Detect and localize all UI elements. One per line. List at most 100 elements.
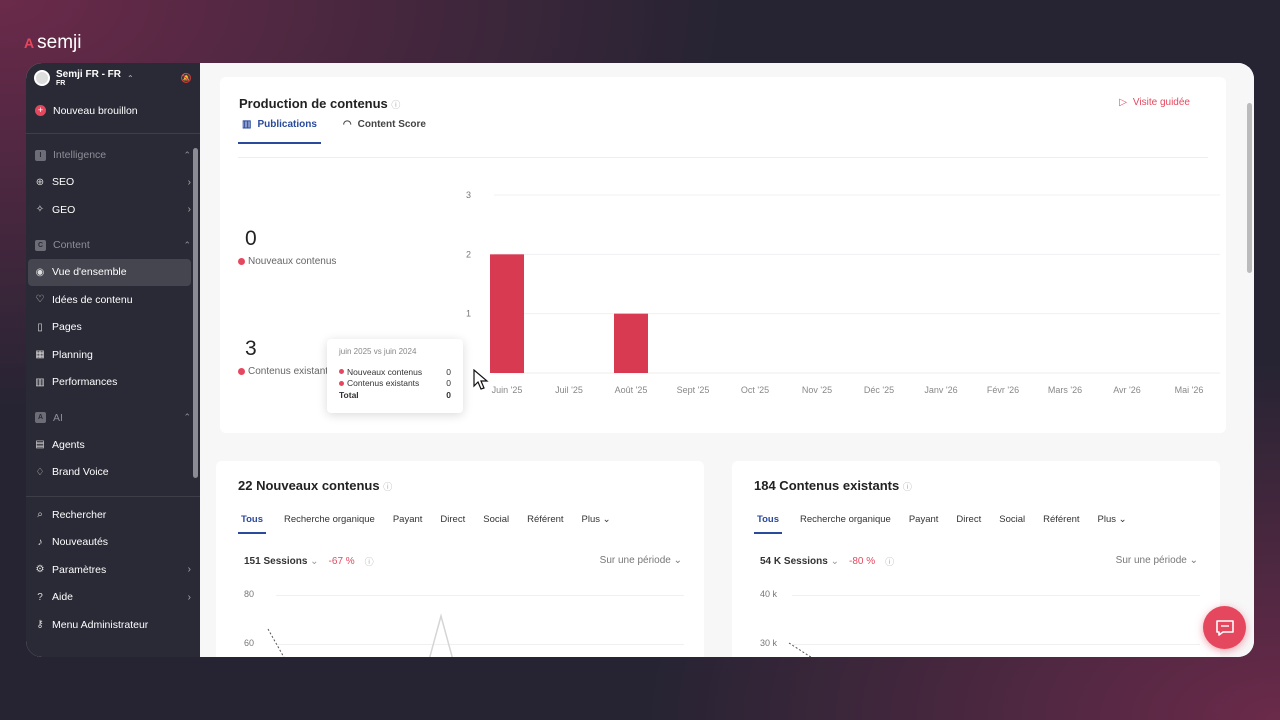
info-icon[interactable]: ⓘ xyxy=(364,557,374,567)
x-tick-label: Déc '25 xyxy=(864,385,894,395)
section-ai[interactable]: A AI ⌃ xyxy=(26,404,200,431)
sidebar-item-label: Brand Voice xyxy=(52,466,109,479)
tab-organic[interactable]: Recherche organique xyxy=(800,514,891,525)
chevron-down-icon: ⌄ xyxy=(673,555,682,566)
sidebar-item-pages[interactable]: ▯ Pages xyxy=(26,314,200,342)
key-icon: ⚷ xyxy=(36,619,44,631)
tab-social[interactable]: Social xyxy=(999,514,1026,525)
info-icon[interactable]: ⓘ xyxy=(391,100,401,110)
gridline xyxy=(792,595,1200,596)
bell-off-icon[interactable]: 🔕 xyxy=(180,72,192,83)
chevron-right-icon: › xyxy=(187,564,191,576)
chevron-updown-icon: ⌃ xyxy=(127,73,134,83)
sidebar-item-label: Menu Administrateur xyxy=(52,618,149,631)
sidebar-item-news[interactable]: ♪ Nouveautés xyxy=(26,529,200,557)
existing-contents-card: 184 Contenus existants ⓘ Tous Recherche … xyxy=(732,461,1220,657)
x-tick-label: Mars '26 xyxy=(1048,385,1082,395)
sidebar-item-label: Performances xyxy=(52,376,118,389)
sparkle-icon: ✧ xyxy=(35,204,45,216)
x-tick-label: Avr '26 xyxy=(1113,385,1141,395)
card-title: 22 Nouveaux contenus ⓘ xyxy=(238,478,392,493)
legend-dot xyxy=(238,368,245,375)
tooltip-total: Total 0 xyxy=(339,389,451,401)
workspace-lang: FR xyxy=(56,80,66,87)
divider xyxy=(26,132,200,134)
tab-direct[interactable]: Direct xyxy=(440,514,466,525)
sidebar-scrollbar[interactable] xyxy=(193,148,198,478)
production-tabs: ▥ Publications ◠ Content Score xyxy=(238,119,430,144)
sidebar-item-search[interactable]: ⌕ Rechercher xyxy=(26,501,200,529)
tooltip-row-value: 0 xyxy=(446,366,451,377)
gridline xyxy=(276,644,684,645)
tab-paid[interactable]: Payant xyxy=(908,514,939,525)
guided-tour-link[interactable]: ▷ Visite guidée xyxy=(1119,97,1190,108)
tooltip-row-label: Nouveaux contenus xyxy=(347,366,423,377)
tab-content-score[interactable]: ◠ Content Score xyxy=(339,119,430,144)
sidebar-item-ideas[interactable]: ♡ Idées de contenu xyxy=(26,286,200,314)
y-tick-label: 80 xyxy=(244,589,255,599)
tab-more[interactable]: Plus ⌄ xyxy=(582,514,611,534)
section-content[interactable]: C Content ⌃ xyxy=(26,232,200,259)
sessions-value: 54 K Sessions xyxy=(760,556,828,567)
tab-more-label: Plus xyxy=(581,514,601,525)
y-tick-label: 2 xyxy=(466,249,471,259)
sessions-select[interactable]: 54 K Sessions ⌄ xyxy=(760,556,839,567)
app-window: Semji FR - FR FR ⌃ 🔕 + Nouveau brouillon… xyxy=(26,63,1254,657)
chat-button[interactable] xyxy=(1203,606,1246,649)
tab-label: Content Score xyxy=(357,119,426,130)
chart-icon: ▥ xyxy=(35,376,45,388)
tab-direct[interactable]: Direct xyxy=(956,514,982,525)
sidebar-item-label: Rechercher xyxy=(52,508,107,521)
sidebar-item-overview[interactable]: ◉ Vue d'ensemble xyxy=(28,258,191,286)
divider xyxy=(26,496,200,497)
bell-icon: ♪ xyxy=(37,536,43,548)
main-scrollbar[interactable] xyxy=(1247,103,1252,273)
legend-dot xyxy=(339,369,344,375)
sessions-metric: 54 K Sessions ⌄ -80 % ⓘ xyxy=(760,555,894,568)
period-select[interactable]: Sur une période ⌄ xyxy=(1116,555,1198,566)
sidebar-item-label: Aide xyxy=(52,591,74,604)
y-tick-label: 30 k xyxy=(760,638,778,648)
chevron-down-icon: ⌄ xyxy=(1118,514,1127,525)
plus-icon: + xyxy=(35,105,46,117)
tab-social[interactable]: Social xyxy=(483,514,510,525)
sidebar-item-performances[interactable]: ▥ Performances xyxy=(26,369,200,397)
section-intelligence[interactable]: I Intelligence ⌃ xyxy=(26,142,200,169)
tab-more[interactable]: Plus ⌄ xyxy=(1098,514,1127,534)
kpi-new-label: Nouveaux contenus xyxy=(238,256,336,267)
period-select[interactable]: Sur une période ⌄ xyxy=(600,555,682,566)
brand-name: semji xyxy=(37,32,82,53)
sidebar-item-agents[interactable]: ▤ Agents xyxy=(26,431,200,459)
tab-all[interactable]: Tous xyxy=(238,514,266,534)
section-label: AI xyxy=(53,411,63,424)
sessions-select[interactable]: 151 Sessions ⌄ xyxy=(244,556,319,567)
sidebar-item-admin[interactable]: ⚷ Menu Administrateur xyxy=(26,611,200,639)
new-draft-button[interactable]: + Nouveau brouillon xyxy=(26,97,200,125)
info-icon[interactable]: ⓘ xyxy=(885,557,895,567)
kpi-existing-label: Contenus existants xyxy=(238,366,333,377)
kpi-existing-value: 3 xyxy=(245,337,257,360)
info-icon[interactable]: ⓘ xyxy=(902,482,912,492)
sidebar-item-help[interactable]: ? Aide › xyxy=(26,584,200,612)
sidebar-item-brand-voice[interactable]: ♢ Brand Voice xyxy=(26,459,200,487)
tab-referral[interactable]: Référent xyxy=(527,514,564,525)
sidebar-item-label: Nouveautés xyxy=(52,536,109,549)
info-icon[interactable]: ⓘ xyxy=(383,482,393,492)
tab-organic[interactable]: Recherche organique xyxy=(284,514,375,525)
production-card: Production de contenus ⓘ ▷ Visite guidée… xyxy=(220,77,1226,433)
tab-referral[interactable]: Référent xyxy=(1043,514,1080,525)
tab-publications[interactable]: ▥ Publications xyxy=(238,119,321,144)
intelligence-icon: I xyxy=(35,149,46,161)
guided-tour-label: Visite guidée xyxy=(1132,97,1190,108)
sidebar-item-planning[interactable]: ▦ Planning xyxy=(26,341,200,369)
sidebar-item-geo[interactable]: ✧ GEO › xyxy=(26,196,200,224)
sidebar-item-seo[interactable]: ⊕ SEO › xyxy=(26,169,200,197)
workspace-switcher[interactable]: Semji FR - FR FR ⌃ 🔕 xyxy=(26,63,200,93)
chevron-down-icon: ⌄ xyxy=(1189,555,1198,566)
sidebar-item-settings[interactable]: ⚙ Paramètres › xyxy=(26,556,200,584)
tab-paid[interactable]: Payant xyxy=(392,514,423,525)
content-icon: C xyxy=(35,239,46,251)
tab-all[interactable]: Tous xyxy=(754,514,782,534)
y-tick-label: 1 xyxy=(466,309,471,319)
chart-bar xyxy=(614,313,648,373)
